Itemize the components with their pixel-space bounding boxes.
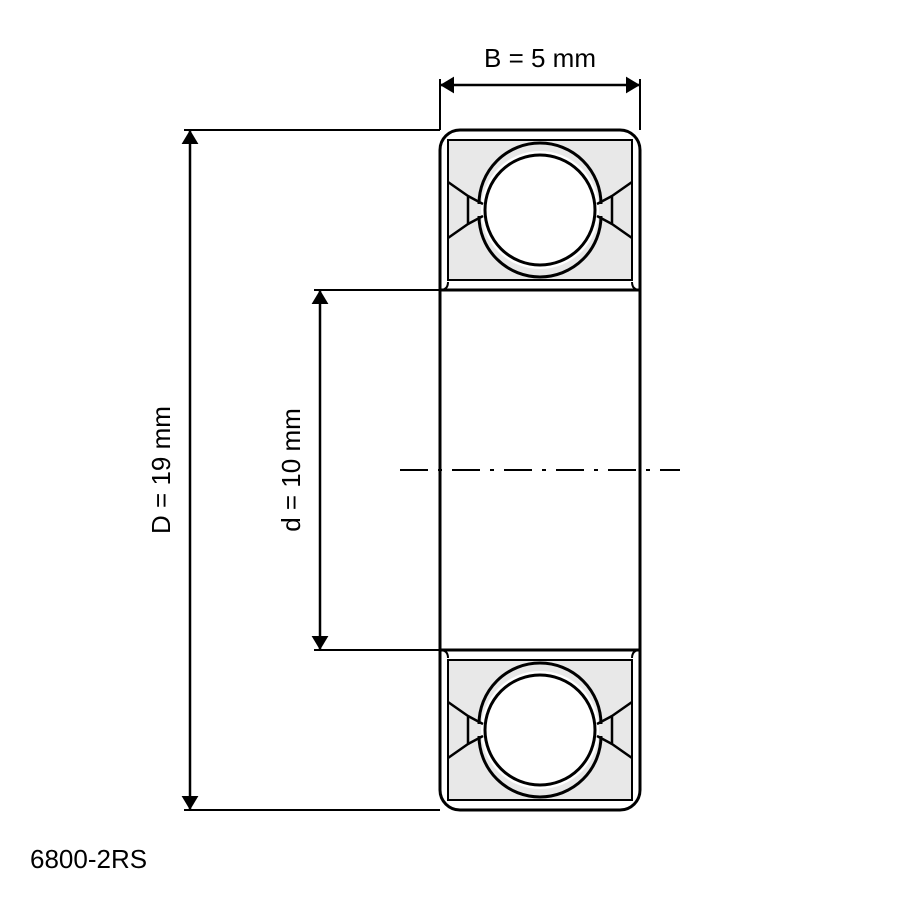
dimension-D-label: D = 19 mm	[146, 406, 176, 534]
part-number-label: 6800-2RS	[30, 844, 147, 875]
dimension-d-label: d = 10 mm	[276, 408, 306, 532]
dimension-B-label: B = 5 mm	[484, 43, 596, 73]
bearing-cross-section-diagram: B = 5 mm D = 19 mm d = 10 mm	[0, 0, 900, 900]
